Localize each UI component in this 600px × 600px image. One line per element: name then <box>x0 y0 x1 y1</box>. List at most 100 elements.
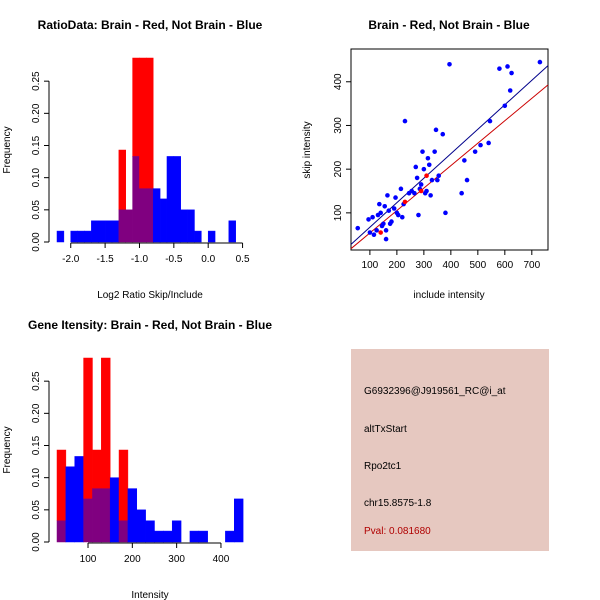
scatter-point-notbrain-39 <box>426 162 432 168</box>
hist0-bar-brain-11 <box>139 57 147 189</box>
scatter-y-tick-label-0: 100 <box>333 204 344 221</box>
hist0-bar-notbrain-0 <box>56 230 65 243</box>
ratio-histogram-title: RatioData: Brain - Red, Not Brain - Blue <box>38 18 263 32</box>
hist2-bar-brain-5 <box>101 357 111 489</box>
scatter-point-notbrain-54 <box>486 140 491 146</box>
scatter-point-notbrain-15 <box>386 208 392 213</box>
hist0-bar-overlap-12 <box>146 188 154 243</box>
scatter-x-tick-label-4: 500 <box>469 260 486 271</box>
hist2-bar-notbrain-10 <box>145 520 155 543</box>
hist0-bar-overlap-11 <box>139 188 147 243</box>
scatter-point-brain-1 <box>402 199 408 205</box>
hist2-bar-notbrain-1 <box>65 466 75 543</box>
scatter-point-notbrain-33 <box>418 182 424 187</box>
hist0-bar-overlap-8 <box>118 209 126 243</box>
hist2-y-tick-label-3: 0.15 <box>31 435 42 455</box>
scatter-point-notbrain-38 <box>425 155 431 161</box>
hist2-y-tick-label-0: 0.00 <box>31 532 42 552</box>
scatter-point-notbrain-3 <box>370 214 375 220</box>
hist2-bar-notbrain-14 <box>189 530 200 543</box>
hist0-x-tick-label-3: -0.5 <box>165 254 183 265</box>
scatter-point-notbrain-8 <box>378 210 383 216</box>
hist0-y-tick-label-3: 0.15 <box>31 135 42 155</box>
hist2-bar-overlap-3 <box>83 498 93 543</box>
hist2-bar-notbrain-6 <box>109 477 120 543</box>
hist0-bar-notbrain-14 <box>159 198 168 243</box>
hist0-bar-notbrain-18 <box>187 209 195 243</box>
scatter-point-notbrain-34 <box>420 149 425 154</box>
scatter-point-notbrain-28 <box>412 190 417 196</box>
hist0-x-tick-label-5: 0.5 <box>236 254 250 265</box>
hist0-bar-notbrain-15 <box>166 156 175 243</box>
hist0-x-tick-label-4: 0.0 <box>201 254 215 265</box>
hist0-bar-notbrain-16 <box>173 156 181 243</box>
scatter-point-notbrain-13 <box>383 236 389 242</box>
scatter-x-tick-label-3: 400 <box>443 260 460 271</box>
hist2-bar-overlap-5 <box>101 488 111 543</box>
scatter-x-tick-label-5: 600 <box>496 260 513 271</box>
scatter-title: Brain - Red, Not Brain - Blue <box>368 18 530 32</box>
hist0-bar-overlap-9 <box>125 209 133 243</box>
hist2-x-tick-label-2: 300 <box>168 554 185 565</box>
scatter-ylabel: skip intensity <box>302 121 313 178</box>
hist0-y-tick-label-2: 0.10 <box>31 167 42 187</box>
scatter-point-notbrain-49 <box>459 190 464 196</box>
hist0-bar-notbrain-19 <box>194 230 202 243</box>
hist2-x-tick-label-0: 100 <box>80 554 97 565</box>
scatter-point-notbrain-35 <box>421 166 427 172</box>
hist2-x-tick-label-1: 200 <box>124 554 141 565</box>
scatter-y-tick-label-2: 300 <box>333 117 344 134</box>
hist0-bar-notbrain-6 <box>104 220 113 243</box>
hist2-bar-notbrain-13 <box>171 520 182 543</box>
ratio-histogram-xlabel: Log2 Ratio Skip/Include <box>97 290 203 301</box>
hist2-y-tick-label-1: 0.05 <box>31 500 42 520</box>
hist2-bar-notbrain-11 <box>154 530 164 543</box>
hist0-bar-notbrain-7 <box>111 220 120 243</box>
scatter-point-notbrain-31 <box>416 212 421 218</box>
intensity-scatter: Brain - Red, Not Brain - Blue include in… <box>302 18 549 301</box>
scatter-point-notbrain-55 <box>487 118 493 124</box>
hist2-bar-notbrain-9 <box>136 509 146 543</box>
hist2-bar-notbrain-16 <box>225 530 235 543</box>
scatter-point-notbrain-4 <box>371 232 377 238</box>
hist2-y-tick-label-2: 0.10 <box>31 467 42 487</box>
hist0-bar-notbrain-2 <box>77 230 85 243</box>
scatter-point-notbrain-7 <box>377 201 382 207</box>
scatter-point-notbrain-59 <box>507 88 513 93</box>
location-text: chr15.8575-1.8 <box>364 498 432 509</box>
scatter-point-brain-3 <box>424 173 429 179</box>
hist2-bar-brain-0 <box>56 449 67 522</box>
ratio-histogram-ylabel: Frequency <box>2 126 13 173</box>
scatter-point-brain-0 <box>378 230 383 235</box>
scatter-point-notbrain-18 <box>391 206 397 211</box>
hist2-bar-notbrain-2 <box>74 456 84 543</box>
scatter-point-notbrain-10 <box>381 221 386 227</box>
scatter-point-notbrain-51 <box>464 177 470 183</box>
scatter-point-notbrain-1 <box>366 217 371 222</box>
hist0-x-tick-label-1: -1.5 <box>96 254 114 265</box>
scatter-point-brain-2 <box>418 188 424 194</box>
hist2-bar-brain-4 <box>92 449 102 489</box>
hist0-bar-overlap-10 <box>132 156 140 243</box>
probe-info-panel: G6932396@J919561_RC@i_at altTxStart Rpo2… <box>351 349 549 551</box>
hist2-bar-notbrain-15 <box>198 530 208 543</box>
intensity-histogram-title: Gene Itensity: Brain - Red, Not Brain - … <box>28 318 272 332</box>
hist2-bar-overlap-4 <box>92 488 102 543</box>
scatter-point-notbrain-56 <box>497 66 502 71</box>
scatter-point-notbrain-23 <box>399 214 405 220</box>
scatter-point-notbrain-57 <box>502 103 508 109</box>
scatter-point-notbrain-17 <box>389 219 394 224</box>
scatter-point-notbrain-44 <box>435 177 440 183</box>
scatter-point-notbrain-58 <box>505 64 510 69</box>
scatter-point-notbrain-47 <box>443 210 448 216</box>
scatter-y-tick-label-3: 400 <box>333 73 344 90</box>
hist0-y-tick-label-5: 0.25 <box>31 71 42 91</box>
scatter-point-notbrain-11 <box>382 204 388 209</box>
scatter-point-notbrain-42 <box>432 149 437 154</box>
scatter-point-notbrain-43 <box>433 127 439 133</box>
scatter-point-notbrain-21 <box>395 212 401 218</box>
scatter-frame <box>350 48 549 251</box>
probe-id-text: G6932396@J919561_RC@i_at <box>364 386 506 397</box>
event-type-text: altTxStart <box>364 424 407 435</box>
